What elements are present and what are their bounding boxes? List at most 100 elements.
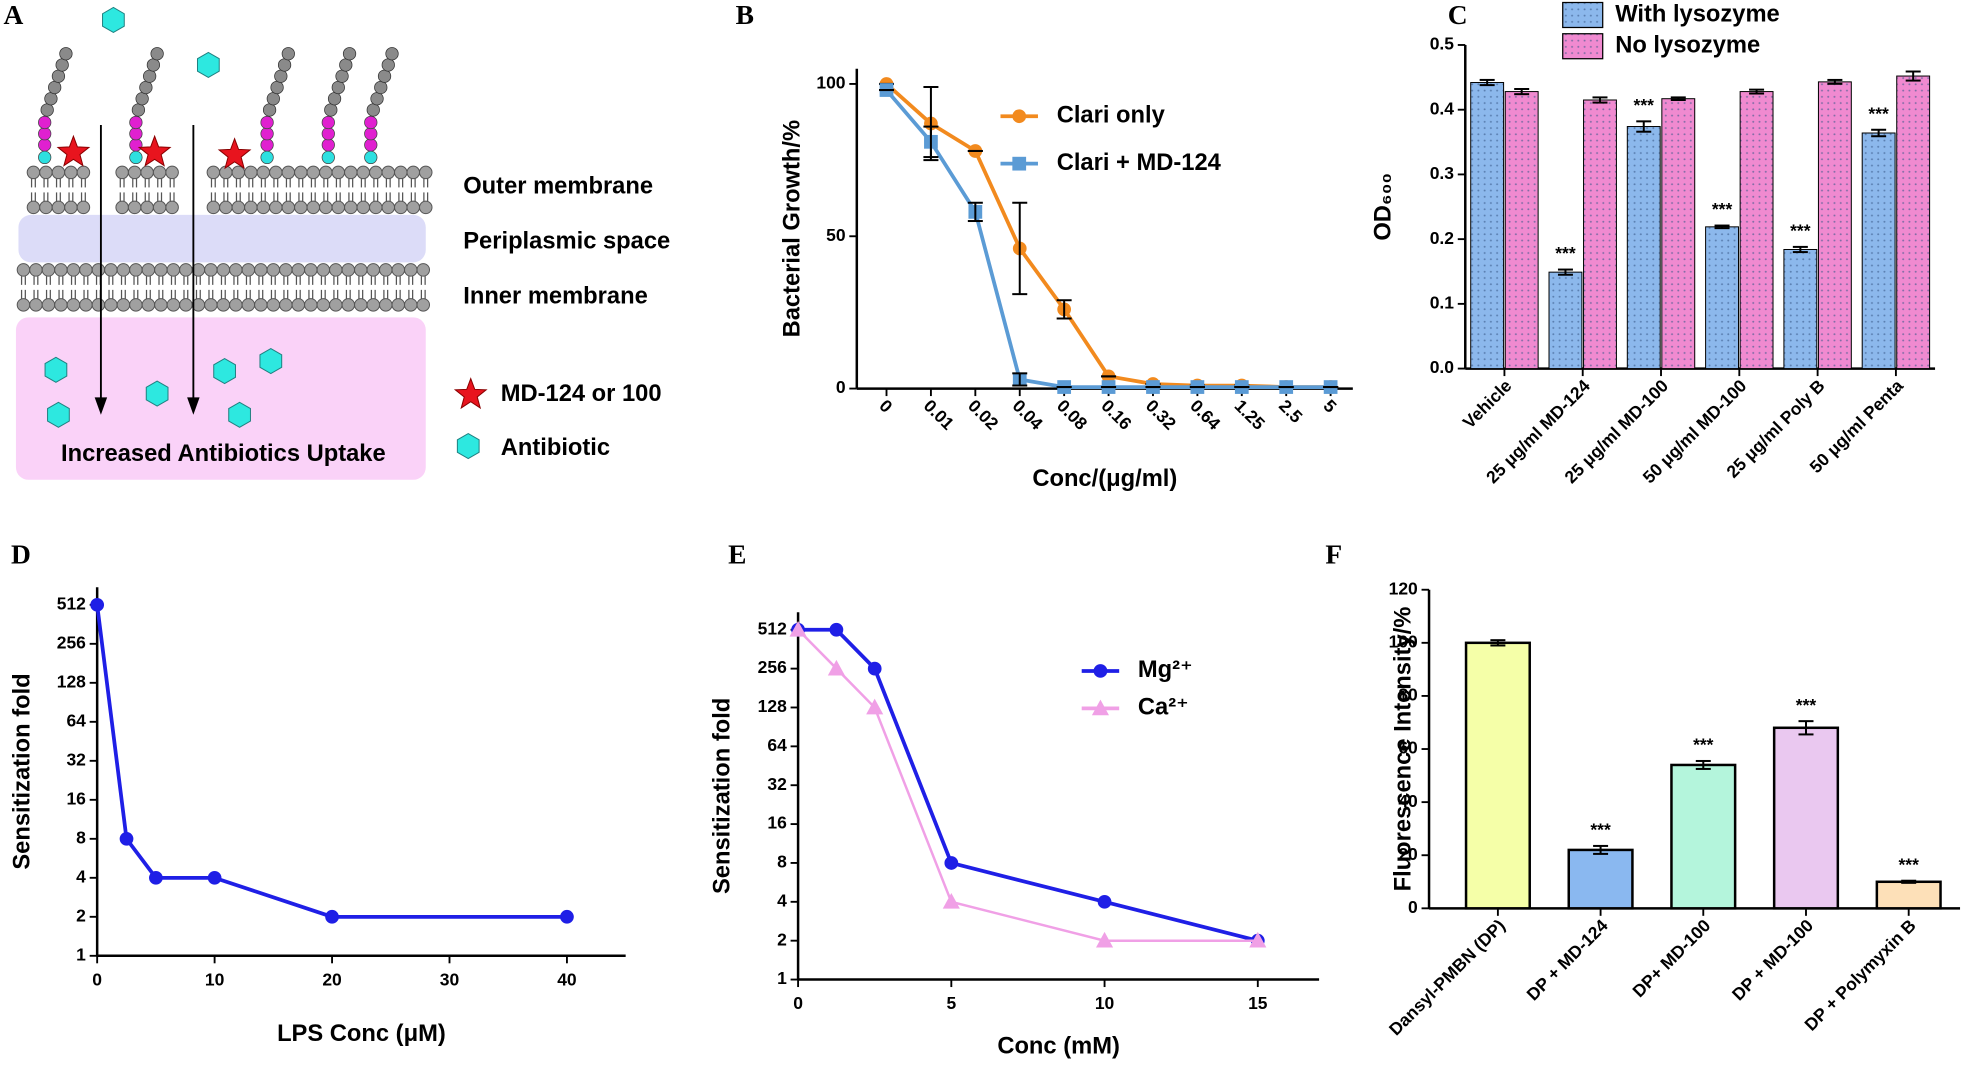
lipid-head <box>64 200 78 215</box>
x-tick-label: Dansyl-PMBN (DP) <box>1385 915 1509 1039</box>
lipid-head <box>404 298 418 312</box>
bar <box>1661 98 1696 370</box>
lipid-head <box>216 263 231 277</box>
lipid-head <box>316 298 331 312</box>
lipid-head <box>419 200 433 215</box>
lps-sugar <box>260 115 274 130</box>
y-axis-title: Fluorescence Intensity/% <box>1390 607 1416 892</box>
significance-label: *** <box>1590 820 1611 840</box>
lipid-head <box>39 200 53 215</box>
lps-sugar <box>38 138 52 152</box>
lipid-head <box>115 165 129 180</box>
lipid-head <box>165 165 179 180</box>
lipid-head <box>51 200 66 215</box>
chart: 0 50 100 0 0.01 0.02 0.04 0.08 0.16 0.32 0.64 1.25 2… <box>779 68 1353 492</box>
y-tick-label: 32 <box>767 774 787 794</box>
drug-star <box>217 137 252 170</box>
legend-swatch <box>1562 33 1604 60</box>
lps-chain <box>366 103 380 117</box>
periplasm-label: Periplasmic space <box>463 229 670 255</box>
marker <box>944 856 959 870</box>
lipid-head <box>244 165 258 180</box>
lipid-head <box>404 263 418 277</box>
x-tick-label: 0 <box>793 993 803 1013</box>
significance-label: *** <box>1693 735 1714 755</box>
y-tick-label: 256 <box>57 632 86 652</box>
y-tick-label: 128 <box>57 671 86 691</box>
lps-sugar <box>129 138 143 152</box>
y-tick-label: 16 <box>66 788 86 808</box>
marker <box>207 870 222 885</box>
bar <box>1470 82 1505 370</box>
lipid-head <box>165 200 179 215</box>
marker <box>1012 156 1027 171</box>
lipid-head <box>341 298 356 312</box>
marker <box>942 893 960 909</box>
lps-sugar <box>38 127 52 141</box>
x-tick-label: Vehicle <box>1459 375 1516 432</box>
lipid-head <box>306 165 321 180</box>
panel-label: D <box>11 540 31 570</box>
antibiotic-hexagon <box>213 358 236 385</box>
antibiotic-hexagon <box>196 51 220 79</box>
lipid-head <box>291 298 306 312</box>
lipid-head <box>291 263 306 277</box>
lipid-head <box>29 298 43 312</box>
lipid-head <box>127 165 142 180</box>
bar <box>1670 763 1737 910</box>
y-tick-label: 16 <box>767 813 787 833</box>
significance-label: *** <box>1868 103 1889 123</box>
lipid-head <box>391 298 406 312</box>
lipid-head <box>241 263 256 277</box>
significance-label: *** <box>1898 854 1919 874</box>
y-tick-label: 4 <box>76 866 86 886</box>
marker <box>1097 894 1112 909</box>
lipid-head <box>304 298 318 312</box>
lps-chain <box>270 80 284 95</box>
lipid-head <box>231 165 246 180</box>
lipid-head <box>26 165 41 180</box>
lipid-head <box>76 200 91 215</box>
legend-label: Clari only <box>1057 102 1166 128</box>
antibiotic-hexagon <box>47 401 70 428</box>
lipid-head <box>229 263 243 277</box>
x-tick-label: 10 <box>205 969 224 989</box>
uptake-label: Increased Antibiotics Uptake <box>61 441 386 467</box>
lipid-head <box>41 263 56 277</box>
lipid-head <box>369 200 383 215</box>
lipid-head <box>294 200 308 215</box>
bar <box>1739 91 1774 370</box>
significance-label: *** <box>1790 221 1811 241</box>
lipid-head <box>76 165 91 180</box>
y-tick-label: 64 <box>66 710 86 730</box>
panel-label: F <box>1325 540 1342 570</box>
y-tick-label: 0 <box>1408 897 1418 917</box>
lipid-head <box>316 263 331 277</box>
lipid-head <box>281 165 296 180</box>
lipid-head <box>319 165 333 180</box>
y-tick-label: 60 <box>1398 738 1417 758</box>
lipid-head <box>269 200 283 215</box>
panel-label: E <box>728 540 746 570</box>
lipid-head <box>54 263 68 277</box>
x-tick-label: 40 <box>557 969 576 989</box>
y-tick-label: 1 <box>76 944 86 964</box>
chart: 1 2 4 8 16 32 64 128 256 512 0 10 20 30 40 Sensitizatio… <box>10 587 626 1047</box>
y-tick-label: 0.2 <box>1430 228 1455 248</box>
lipid-head <box>254 298 268 312</box>
lipid-head <box>166 298 181 312</box>
lipid-head <box>354 298 368 312</box>
y-tick-label: 512 <box>57 593 86 613</box>
antibiotic-hexagon <box>102 6 125 34</box>
antibiotic-hexagon <box>456 432 480 460</box>
lipid-head <box>26 200 41 215</box>
lipid-head <box>141 263 156 277</box>
y-tick-label: 8 <box>777 852 787 872</box>
lipid-head <box>154 263 168 277</box>
cytoplasm-box <box>15 317 426 480</box>
bar <box>1783 248 1818 370</box>
lipid-head <box>179 263 193 277</box>
lps-chain <box>51 69 66 83</box>
lps-chain <box>374 80 388 95</box>
x-tick-label: DP + Polymyxin B <box>1800 915 1919 1034</box>
